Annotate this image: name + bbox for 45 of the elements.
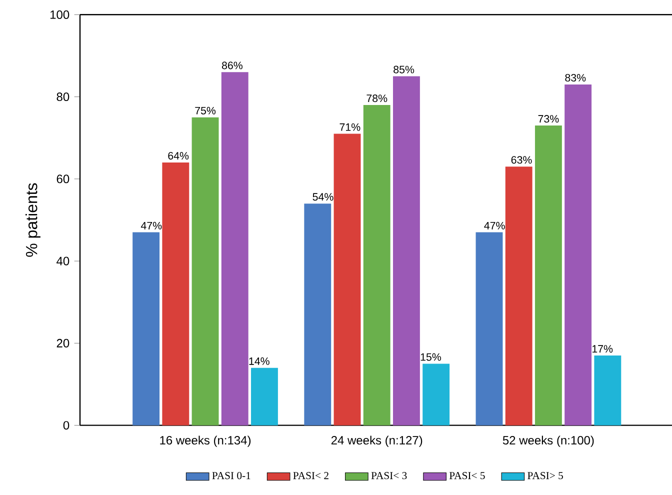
y-tick-label: 20 bbox=[56, 339, 70, 348]
bar bbox=[564, 84, 592, 426]
legend-label: PASI< 5 bbox=[449, 472, 485, 480]
legend-label: PASI> 5 bbox=[528, 472, 563, 480]
y-tick-label: 100 bbox=[50, 10, 70, 20]
bar bbox=[363, 105, 390, 426]
data-label: 83% bbox=[565, 74, 586, 82]
bar bbox=[534, 126, 562, 426]
data-label: 17% bbox=[592, 345, 613, 353]
data-label: 73% bbox=[538, 115, 559, 123]
bar bbox=[162, 162, 190, 426]
data-label: 63% bbox=[511, 156, 532, 164]
data-label: 75% bbox=[195, 107, 216, 115]
y-tick-label: 80 bbox=[56, 92, 70, 102]
data-label: 47% bbox=[140, 222, 162, 230]
legend-label: PASI< 3 bbox=[371, 472, 407, 480]
bar bbox=[221, 72, 248, 426]
data-label: 86% bbox=[222, 62, 242, 70]
bar bbox=[334, 134, 361, 426]
legend-label: PASI< 2 bbox=[293, 472, 328, 480]
data-label: 85% bbox=[394, 66, 414, 74]
data-label: 15% bbox=[420, 353, 442, 361]
data-label: 14% bbox=[249, 358, 270, 366]
y-tick-label: 40 bbox=[56, 256, 70, 266]
data-label: 47% bbox=[484, 222, 505, 230]
x-tick-label: 52 weeks (n:100) bbox=[502, 436, 594, 448]
y-axis-title: % patients bbox=[26, 183, 40, 257]
data-label: 78% bbox=[366, 94, 388, 102]
bar bbox=[505, 166, 532, 426]
bar bbox=[392, 76, 420, 426]
bar bbox=[251, 368, 278, 426]
data-label: 54% bbox=[312, 193, 334, 201]
y-tick-label: 60 bbox=[56, 174, 70, 184]
data-label: 64% bbox=[168, 152, 189, 160]
bar bbox=[476, 232, 503, 426]
x-tick-label: 24 weeks (n:127) bbox=[331, 436, 422, 448]
x-tick-label: 16 weeks (n:134) bbox=[160, 436, 251, 448]
y-tick-label: 0 bbox=[63, 421, 70, 430]
data-label: 71% bbox=[340, 124, 360, 131]
bar bbox=[422, 364, 450, 426]
bar bbox=[192, 117, 219, 426]
bar bbox=[132, 232, 160, 426]
legend-label: PASI 0-1 bbox=[212, 472, 250, 480]
bar bbox=[594, 356, 622, 426]
bar bbox=[304, 204, 332, 426]
